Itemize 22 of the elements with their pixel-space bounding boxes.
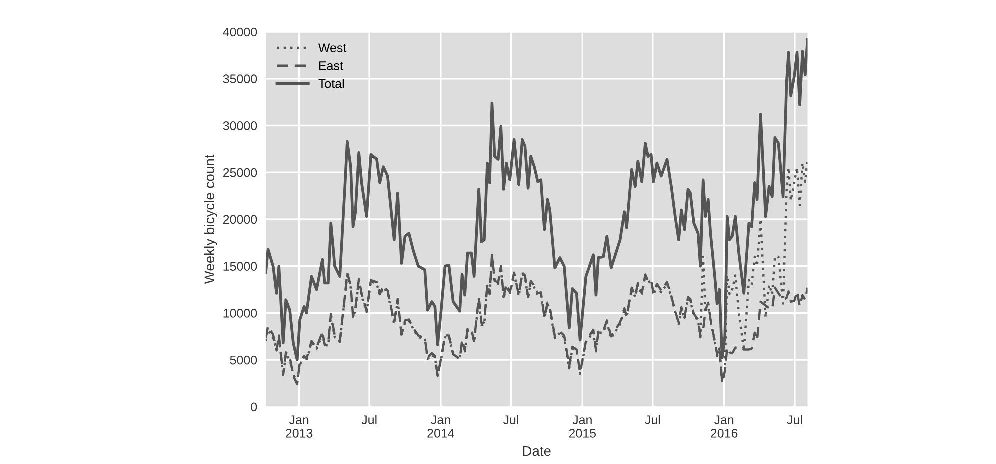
y-tick-label: 10000 [224, 309, 258, 318]
x-tick-label: Jul [645, 415, 660, 424]
x-tick-label: Jan 2015 [569, 416, 596, 438]
x-tick-label: Jan 2013 [286, 416, 313, 438]
y-tick-label: 5000 [230, 356, 258, 365]
y-tick-label: 20000 [223, 215, 258, 224]
x-axis-title: Date [523, 446, 551, 456]
y-tick-label: 15000 [224, 262, 258, 271]
legend-label: East [319, 62, 344, 70]
y-tick-label: 35000 [223, 74, 258, 84]
y-tick-label: 40000 [223, 28, 258, 37]
x-tick-label: Jan 2014 [428, 416, 455, 438]
y-tick-label: 0 [251, 402, 258, 412]
x-tick-label: Jul [362, 415, 377, 424]
legend-label: West [318, 44, 347, 52]
y-axis-title: Weekly bicycle count [204, 154, 218, 284]
x-tick-label: Jul [787, 415, 802, 424]
x-tick-label: Jul [503, 415, 518, 424]
y-tick-label: 25000 [223, 168, 258, 178]
legend-label: Total [318, 79, 344, 88]
y-tick-label: 30000 [223, 122, 258, 130]
x-tick-label: Jan 2016 [711, 416, 738, 438]
